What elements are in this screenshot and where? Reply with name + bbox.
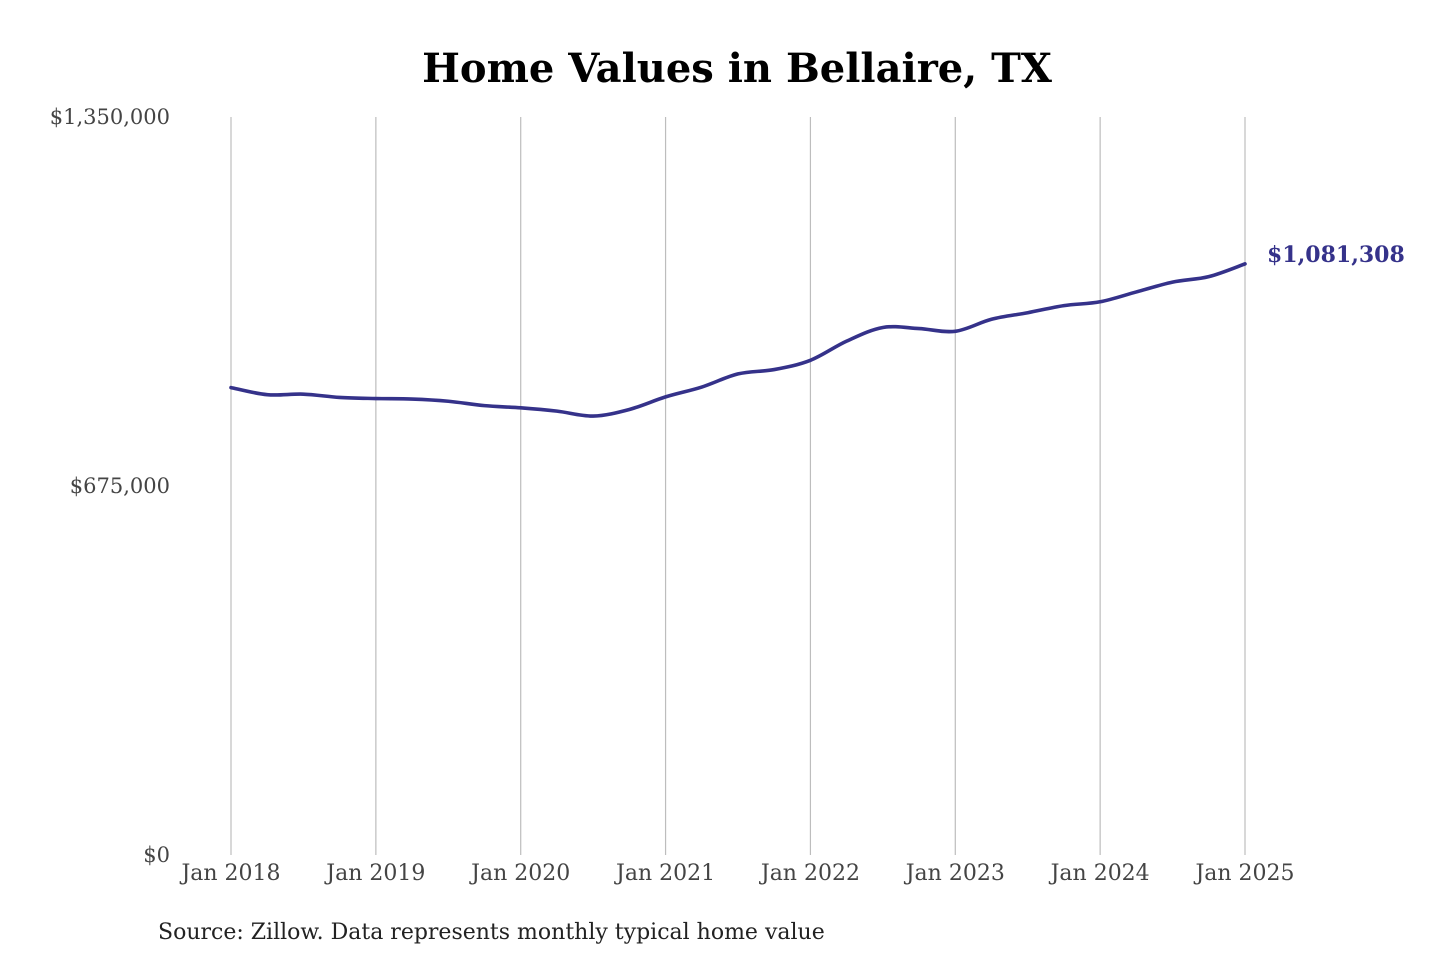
source-note: Source: Zillow. Data represents monthly …: [158, 920, 825, 945]
series-layer: $1,081,308: [229, 242, 1405, 418]
y-tick-label: $675,000: [70, 474, 170, 498]
x-tick-label: Jan 2018: [179, 861, 280, 886]
x-tick-label: Jan 2025: [1193, 861, 1294, 886]
chart-title: Home Values in Bellaire, TX: [422, 45, 1052, 92]
series-line: [229, 262, 1247, 418]
y-tick-label: $0: [143, 843, 170, 867]
x-tick-label: Jan 2024: [1049, 861, 1150, 886]
x-tick-label: Jan 2022: [759, 861, 860, 886]
x-axis: Jan 2018 Jan 2019 Jan 2020 Jan 2021 Jan 2022…: [179, 861, 1294, 886]
end-value-label: $1,081,308: [1267, 242, 1405, 268]
x-tick-label: Jan 2019: [324, 861, 425, 886]
y-axis: $0 $675,000 $1,350,000: [50, 105, 170, 867]
y-tick-label: $1,350,000: [50, 105, 170, 129]
x-tick-label: Jan 2023: [904, 861, 1005, 886]
x-tick-label: Jan 2021: [614, 861, 715, 886]
x-tick-label: Jan 2020: [469, 861, 570, 886]
grid-layer: [230, 117, 1246, 855]
